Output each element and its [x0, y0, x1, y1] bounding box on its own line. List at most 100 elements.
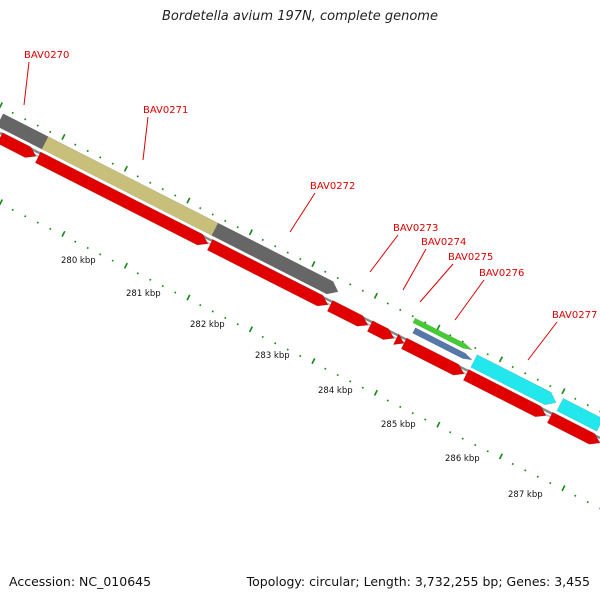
gene-label-pointer: [402, 248, 427, 291]
outer-tick: [536, 378, 539, 381]
gene-feature-cyan: [470, 354, 557, 406]
inner-tick: [36, 221, 39, 224]
cds-arrow: [366, 320, 395, 340]
inner-tick: [136, 272, 139, 275]
inner-tick: [449, 431, 452, 434]
outer-tick: [248, 229, 253, 236]
outer-tick: [211, 213, 214, 216]
gene-label-pointer: [369, 234, 399, 273]
gene-label: BAV0276: [479, 268, 524, 279]
inner-tick: [511, 462, 514, 466]
outer-tick: [186, 197, 191, 204]
outer-tick: [349, 283, 352, 286]
outer-tick: [149, 181, 152, 184]
outer-tick: [436, 324, 441, 331]
outer-tick: [524, 372, 527, 375]
outer-tick: [449, 334, 452, 337]
inner-tick: [336, 373, 339, 377]
inner-tick: [74, 240, 77, 243]
outer-tick: [161, 187, 164, 191]
cds-arrow: [34, 151, 209, 246]
inner-tick: [474, 443, 477, 447]
outer-tick: [461, 340, 464, 343]
outer-tick: [74, 143, 77, 146]
inner-tick: [536, 475, 539, 478]
cds-arrow: [546, 411, 600, 445]
inner-tick: [24, 215, 27, 218]
inner-tick: [574, 494, 577, 497]
inner-tick: [61, 230, 66, 238]
inner-tick: [386, 399, 389, 402]
outer-tick: [586, 404, 589, 407]
outer-tick: [574, 397, 577, 400]
outer-tick: [224, 219, 227, 222]
inner-tick: [49, 227, 52, 231]
outer-tick: [261, 238, 264, 242]
cds-arrow: [392, 332, 405, 345]
gene-feature: [41, 136, 219, 236]
outer-tick: [386, 302, 389, 305]
outer-tick: [174, 194, 177, 197]
outer-tick: [561, 388, 566, 395]
inner-tick: [0, 199, 3, 206]
inner-tick: [99, 253, 102, 256]
inner-tick: [486, 450, 489, 453]
inner-tick: [399, 405, 402, 408]
inner-tick: [299, 354, 302, 358]
inner-tick: [498, 453, 503, 460]
kbp-label: 286 kbp: [445, 454, 480, 464]
kbp-label: 280 kbp: [61, 256, 96, 266]
inner-tick: [11, 208, 14, 211]
inner-tick: [461, 437, 464, 440]
gene-label-pointer: [419, 263, 454, 303]
outer-tick: [411, 315, 414, 318]
inner-tick: [349, 380, 352, 383]
inner-tick: [174, 291, 177, 294]
gene-label-pointer: [142, 116, 149, 161]
inner-tick: [436, 421, 441, 428]
outer-tick: [199, 207, 202, 210]
inner-tick: [123, 262, 128, 269]
gene-label-pointer: [23, 61, 30, 106]
inner-tick: [86, 246, 89, 250]
kbp-label: 281 kbp: [126, 289, 161, 299]
outer-tick: [61, 133, 66, 141]
inner-tick: [236, 323, 239, 326]
cds-arrow: [0, 132, 37, 158]
outer-tick: [399, 308, 402, 311]
kbp-label: 284 kbp: [318, 386, 353, 396]
outer-tick: [486, 353, 489, 356]
outer-tick: [324, 270, 327, 273]
outer-tick: [236, 226, 239, 229]
gene-label-pointer: [454, 279, 485, 321]
summary-text: Topology: circular; Length: 3,732,255 bp…: [246, 574, 590, 589]
inner-tick: [311, 358, 316, 365]
cds-arrow: [462, 369, 547, 418]
cds-arrow: [400, 337, 465, 376]
cds-arrow: [326, 299, 369, 327]
gene-label: BAV0277: [552, 310, 597, 321]
gene-label: BAV0272: [310, 181, 355, 192]
inner-tick: [424, 418, 427, 421]
inner-tick: [411, 412, 414, 415]
outer-tick: [36, 124, 39, 127]
inner-tick: [274, 342, 277, 345]
outer-tick: [0, 102, 3, 109]
gene-feature-blue: [412, 327, 473, 361]
map-title: Bordetella avium 197N, complete genome: [162, 9, 438, 24]
inner-tick: [373, 389, 378, 396]
outer-tick: [286, 251, 289, 254]
outer-tick: [99, 156, 102, 159]
inner-tick: [224, 316, 227, 319]
inner-tick: [261, 335, 264, 339]
outer-tick: [24, 118, 27, 121]
inner-tick: [149, 278, 152, 281]
inner-tick: [186, 294, 191, 301]
kbp-label: 283 kbp: [255, 351, 290, 361]
inner-tick: [248, 326, 253, 333]
outer-tick: [361, 289, 364, 292]
outer-tick: [136, 175, 139, 178]
inner-tick: [211, 310, 214, 313]
outer-tick: [336, 276, 339, 280]
